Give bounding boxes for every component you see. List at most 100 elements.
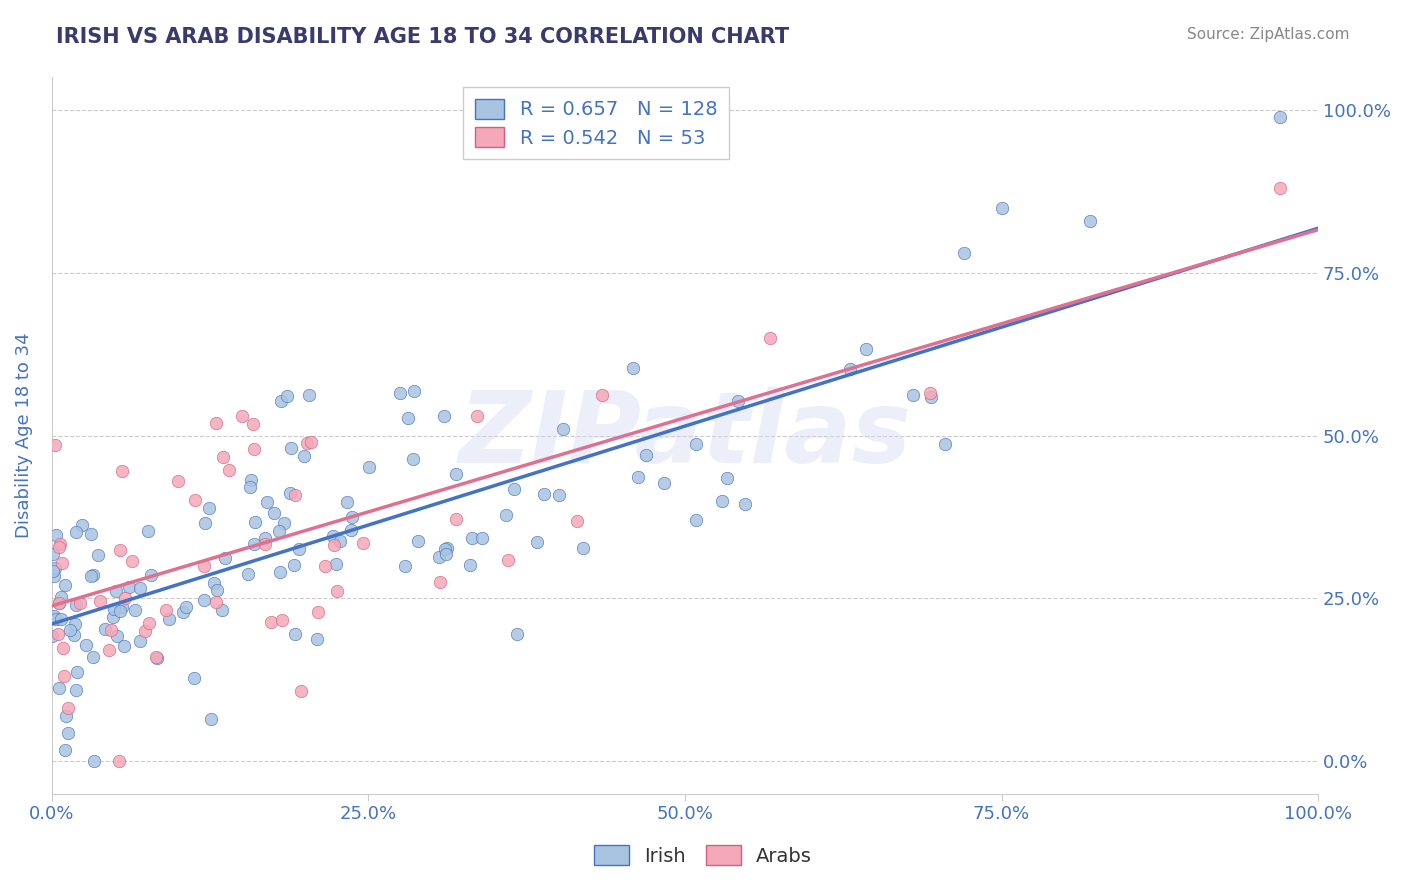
Irish — [202, 575, 225, 590]
Irish — [436, 541, 458, 555]
Arabs — [204, 595, 226, 609]
Irish — [288, 541, 311, 556]
Irish — [623, 360, 645, 375]
Arabs — [44, 438, 66, 452]
Arabs — [231, 409, 253, 423]
Arabs — [465, 409, 488, 423]
Irish — [553, 422, 575, 436]
Arabs — [167, 474, 190, 488]
Irish — [952, 246, 974, 260]
Legend: R = 0.657   N = 128, R = 0.542   N = 53: R = 0.657 N = 128, R = 0.542 N = 53 — [464, 87, 730, 160]
Irish — [108, 604, 131, 618]
Irish — [855, 342, 877, 356]
Irish — [56, 726, 79, 740]
Irish — [42, 608, 65, 623]
Irish — [269, 565, 291, 579]
Irish — [838, 362, 860, 376]
Irish — [157, 612, 180, 626]
Arabs — [284, 488, 307, 502]
Irish — [920, 390, 942, 404]
Irish — [138, 524, 160, 538]
Irish — [267, 524, 290, 539]
Irish — [627, 469, 650, 483]
Irish — [342, 509, 364, 524]
Irish — [87, 548, 110, 562]
Irish — [245, 515, 267, 529]
Irish — [117, 580, 139, 594]
Arabs — [299, 434, 322, 449]
Arabs — [205, 416, 228, 430]
Irish — [211, 602, 233, 616]
Irish — [82, 650, 104, 665]
Arabs — [270, 613, 292, 627]
Irish — [256, 495, 278, 509]
Arabs — [108, 543, 131, 558]
Arabs — [193, 558, 215, 573]
Arabs — [51, 641, 73, 656]
Irish — [727, 394, 749, 409]
Irish — [41, 629, 63, 643]
Arabs — [145, 650, 167, 665]
Irish — [53, 578, 76, 592]
Arabs — [314, 559, 336, 574]
Irish — [55, 709, 77, 723]
Arabs — [134, 624, 156, 639]
Irish — [183, 671, 205, 685]
Irish — [433, 541, 456, 556]
Irish — [991, 201, 1014, 215]
Arabs — [114, 591, 136, 605]
Irish — [685, 512, 707, 526]
Irish — [79, 527, 101, 541]
Irish — [396, 411, 419, 425]
Irish — [427, 549, 450, 564]
Irish — [70, 517, 93, 532]
Arabs — [323, 538, 346, 552]
Irish — [359, 460, 381, 475]
Irish — [59, 623, 82, 637]
Irish — [434, 547, 457, 561]
Irish — [239, 474, 262, 488]
Irish — [328, 533, 350, 548]
Arabs — [565, 514, 588, 528]
Irish — [458, 558, 481, 573]
Irish — [200, 712, 222, 726]
Irish — [63, 617, 86, 632]
Irish — [48, 681, 70, 696]
Arabs — [591, 388, 613, 402]
Arabs — [326, 584, 349, 599]
Irish — [128, 634, 150, 648]
Irish — [44, 569, 66, 583]
Irish — [243, 537, 266, 551]
Arabs — [242, 417, 264, 432]
Irish — [283, 627, 305, 641]
Irish — [124, 602, 146, 616]
Irish — [388, 386, 411, 401]
Irish — [214, 551, 236, 566]
Irish — [45, 612, 67, 626]
Irish — [101, 609, 124, 624]
Arabs — [218, 463, 240, 477]
Irish — [172, 605, 194, 619]
Irish — [48, 596, 70, 610]
Irish — [495, 508, 517, 523]
Text: IRISH VS ARAB DISABILITY AGE 18 TO 34 CORRELATION CHART: IRISH VS ARAB DISABILITY AGE 18 TO 34 CO… — [56, 27, 789, 46]
Irish — [273, 516, 295, 530]
Irish — [297, 387, 319, 401]
Irish — [307, 632, 329, 647]
Arabs — [297, 436, 319, 450]
Irish — [82, 567, 104, 582]
Arabs — [89, 594, 111, 608]
Text: ZIPatlas: ZIPatlas — [458, 387, 911, 484]
Irish — [734, 497, 756, 511]
Irish — [205, 583, 228, 598]
Irish — [402, 452, 425, 467]
Irish — [45, 528, 67, 542]
Irish — [49, 612, 72, 626]
Irish — [903, 388, 925, 402]
Arabs — [49, 537, 72, 551]
Irish — [65, 524, 87, 539]
Irish — [502, 482, 524, 496]
Irish — [685, 437, 707, 451]
Arabs — [48, 627, 70, 641]
Irish — [292, 449, 315, 463]
